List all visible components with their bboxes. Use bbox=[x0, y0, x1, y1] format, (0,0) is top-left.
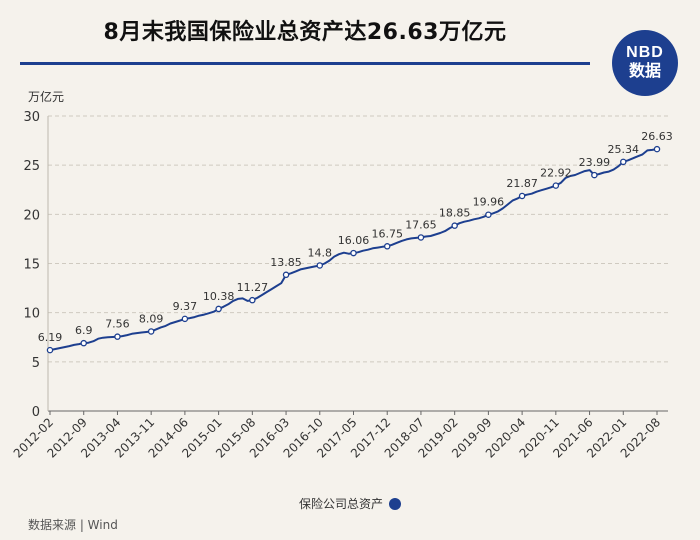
data-label: 26.63 bbox=[641, 130, 673, 143]
logo-line1: NBD bbox=[626, 44, 664, 61]
title-underline bbox=[20, 62, 590, 65]
data-label: 14.8 bbox=[308, 246, 333, 259]
data-label: 6.19 bbox=[38, 331, 63, 344]
logo-line2: 数据 bbox=[628, 63, 661, 80]
y-tick-label: 15 bbox=[23, 258, 40, 273]
y-tick-label: 20 bbox=[23, 208, 40, 223]
data-label: 19.96 bbox=[473, 196, 505, 209]
x-tick-labels: 2012-022012-092013-042013-112014-062015-… bbox=[11, 411, 663, 461]
data-point bbox=[653, 145, 661, 153]
data-point bbox=[350, 249, 357, 257]
legend: 保险公司总资产 bbox=[0, 495, 700, 512]
data-label: 22.92 bbox=[540, 167, 572, 180]
data-label: 18.85 bbox=[439, 207, 471, 220]
data-label: 11.27 bbox=[237, 281, 269, 294]
data-label: 13.85 bbox=[270, 256, 302, 269]
data-label: 21.87 bbox=[506, 177, 538, 190]
data-point bbox=[591, 171, 598, 179]
data-point bbox=[485, 211, 492, 218]
y-tick-label: 10 bbox=[23, 307, 40, 322]
chart-title: 8月末我国保险业总资产达26.63万亿元 bbox=[103, 20, 507, 45]
y-tick-label: 25 bbox=[23, 159, 40, 174]
data-label: 17.65 bbox=[405, 218, 437, 231]
data-label: 8.09 bbox=[139, 312, 164, 325]
data-point bbox=[46, 346, 54, 354]
data-label: 16.75 bbox=[371, 227, 403, 240]
axes bbox=[47, 116, 668, 412]
data-label: 7.56 bbox=[105, 318, 130, 331]
legend-label: 保险公司总资产 bbox=[298, 497, 383, 511]
data-label: 25.34 bbox=[608, 143, 640, 156]
y-tick-labels: 0 5 10 15 20 25 30 bbox=[23, 110, 40, 420]
data-point bbox=[518, 192, 526, 200]
data-point bbox=[417, 234, 425, 241]
data-point bbox=[215, 305, 222, 313]
data-point bbox=[249, 296, 256, 304]
data-point bbox=[620, 158, 627, 166]
y-tick-label: 30 bbox=[23, 110, 40, 125]
data-point bbox=[451, 222, 458, 229]
series-layer bbox=[46, 145, 661, 354]
data-point bbox=[282, 271, 290, 279]
data-label: 6.9 bbox=[75, 324, 93, 337]
data-label: 9.37 bbox=[173, 300, 198, 313]
data-label: 23.99 bbox=[579, 156, 611, 169]
legend-marker-icon bbox=[389, 498, 401, 510]
data-point bbox=[181, 315, 189, 323]
data-point bbox=[383, 243, 391, 250]
data-point bbox=[114, 333, 121, 340]
data-label: 10.38 bbox=[203, 290, 235, 303]
grid-lines bbox=[48, 115, 668, 363]
data-point bbox=[552, 182, 560, 189]
y-axis-title: 万亿元 bbox=[28, 90, 65, 104]
nbd-logo: NBD 数据 bbox=[612, 30, 678, 96]
data-label: 16.06 bbox=[338, 234, 370, 247]
data-point bbox=[147, 328, 155, 335]
data-source: 数据来源 | Wind bbox=[28, 518, 118, 532]
data-point bbox=[316, 262, 324, 269]
y-tick-label: 5 bbox=[32, 356, 40, 371]
data-point bbox=[80, 339, 87, 347]
y-tick-label: 0 bbox=[32, 405, 40, 420]
